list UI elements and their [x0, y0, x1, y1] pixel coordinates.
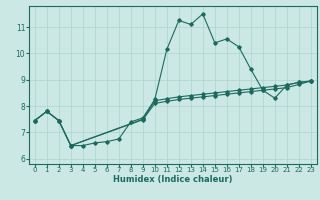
- X-axis label: Humidex (Indice chaleur): Humidex (Indice chaleur): [113, 175, 233, 184]
